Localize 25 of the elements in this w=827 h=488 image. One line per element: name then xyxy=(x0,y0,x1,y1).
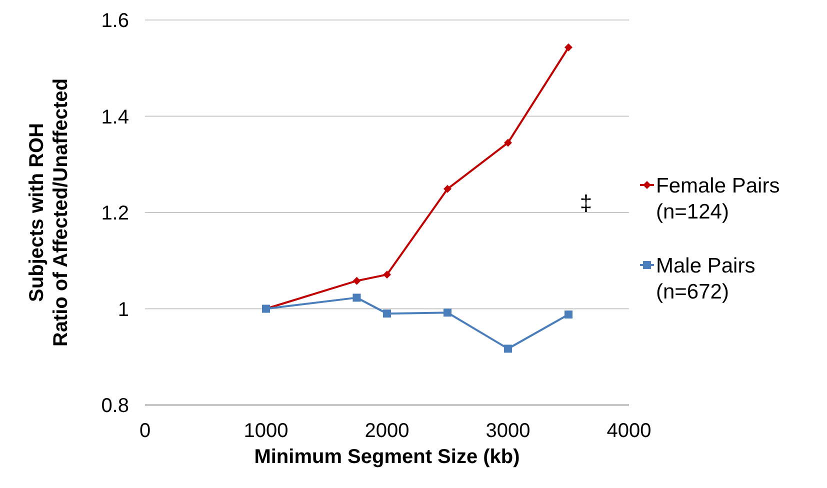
point xyxy=(444,308,452,317)
y-tick-label: 1 xyxy=(118,298,129,321)
y-tick-label: 1.4 xyxy=(101,106,129,128)
y-tick-label: 1.2 xyxy=(101,202,129,224)
point xyxy=(352,276,361,285)
point xyxy=(564,310,572,319)
y-axis-title: Subjects with ROH Ratio of Affected/Unaffected xyxy=(26,78,72,347)
legend-label: Male Pairs (n=672) xyxy=(656,254,756,304)
y-tick-label: 1.6 xyxy=(101,10,129,32)
point xyxy=(564,43,572,52)
point xyxy=(504,344,512,353)
point xyxy=(383,310,391,318)
point xyxy=(383,270,391,279)
point xyxy=(444,184,452,193)
point xyxy=(352,294,361,302)
x-tick-label: 0 xyxy=(139,420,151,442)
x-tick-label: 4000 xyxy=(606,420,652,442)
legend-label: Female Pairs (n=124) xyxy=(656,174,780,224)
x-tick-label: 2000 xyxy=(364,420,410,442)
annotation: ‡ xyxy=(580,190,592,216)
y-tick-label: 0.8 xyxy=(101,395,129,417)
point xyxy=(504,138,512,147)
x-tick-label: 1000 xyxy=(244,420,288,442)
x-axis-title: Minimum Segment Size (kb) xyxy=(254,446,520,468)
x-tick-label: 3000 xyxy=(486,420,530,442)
